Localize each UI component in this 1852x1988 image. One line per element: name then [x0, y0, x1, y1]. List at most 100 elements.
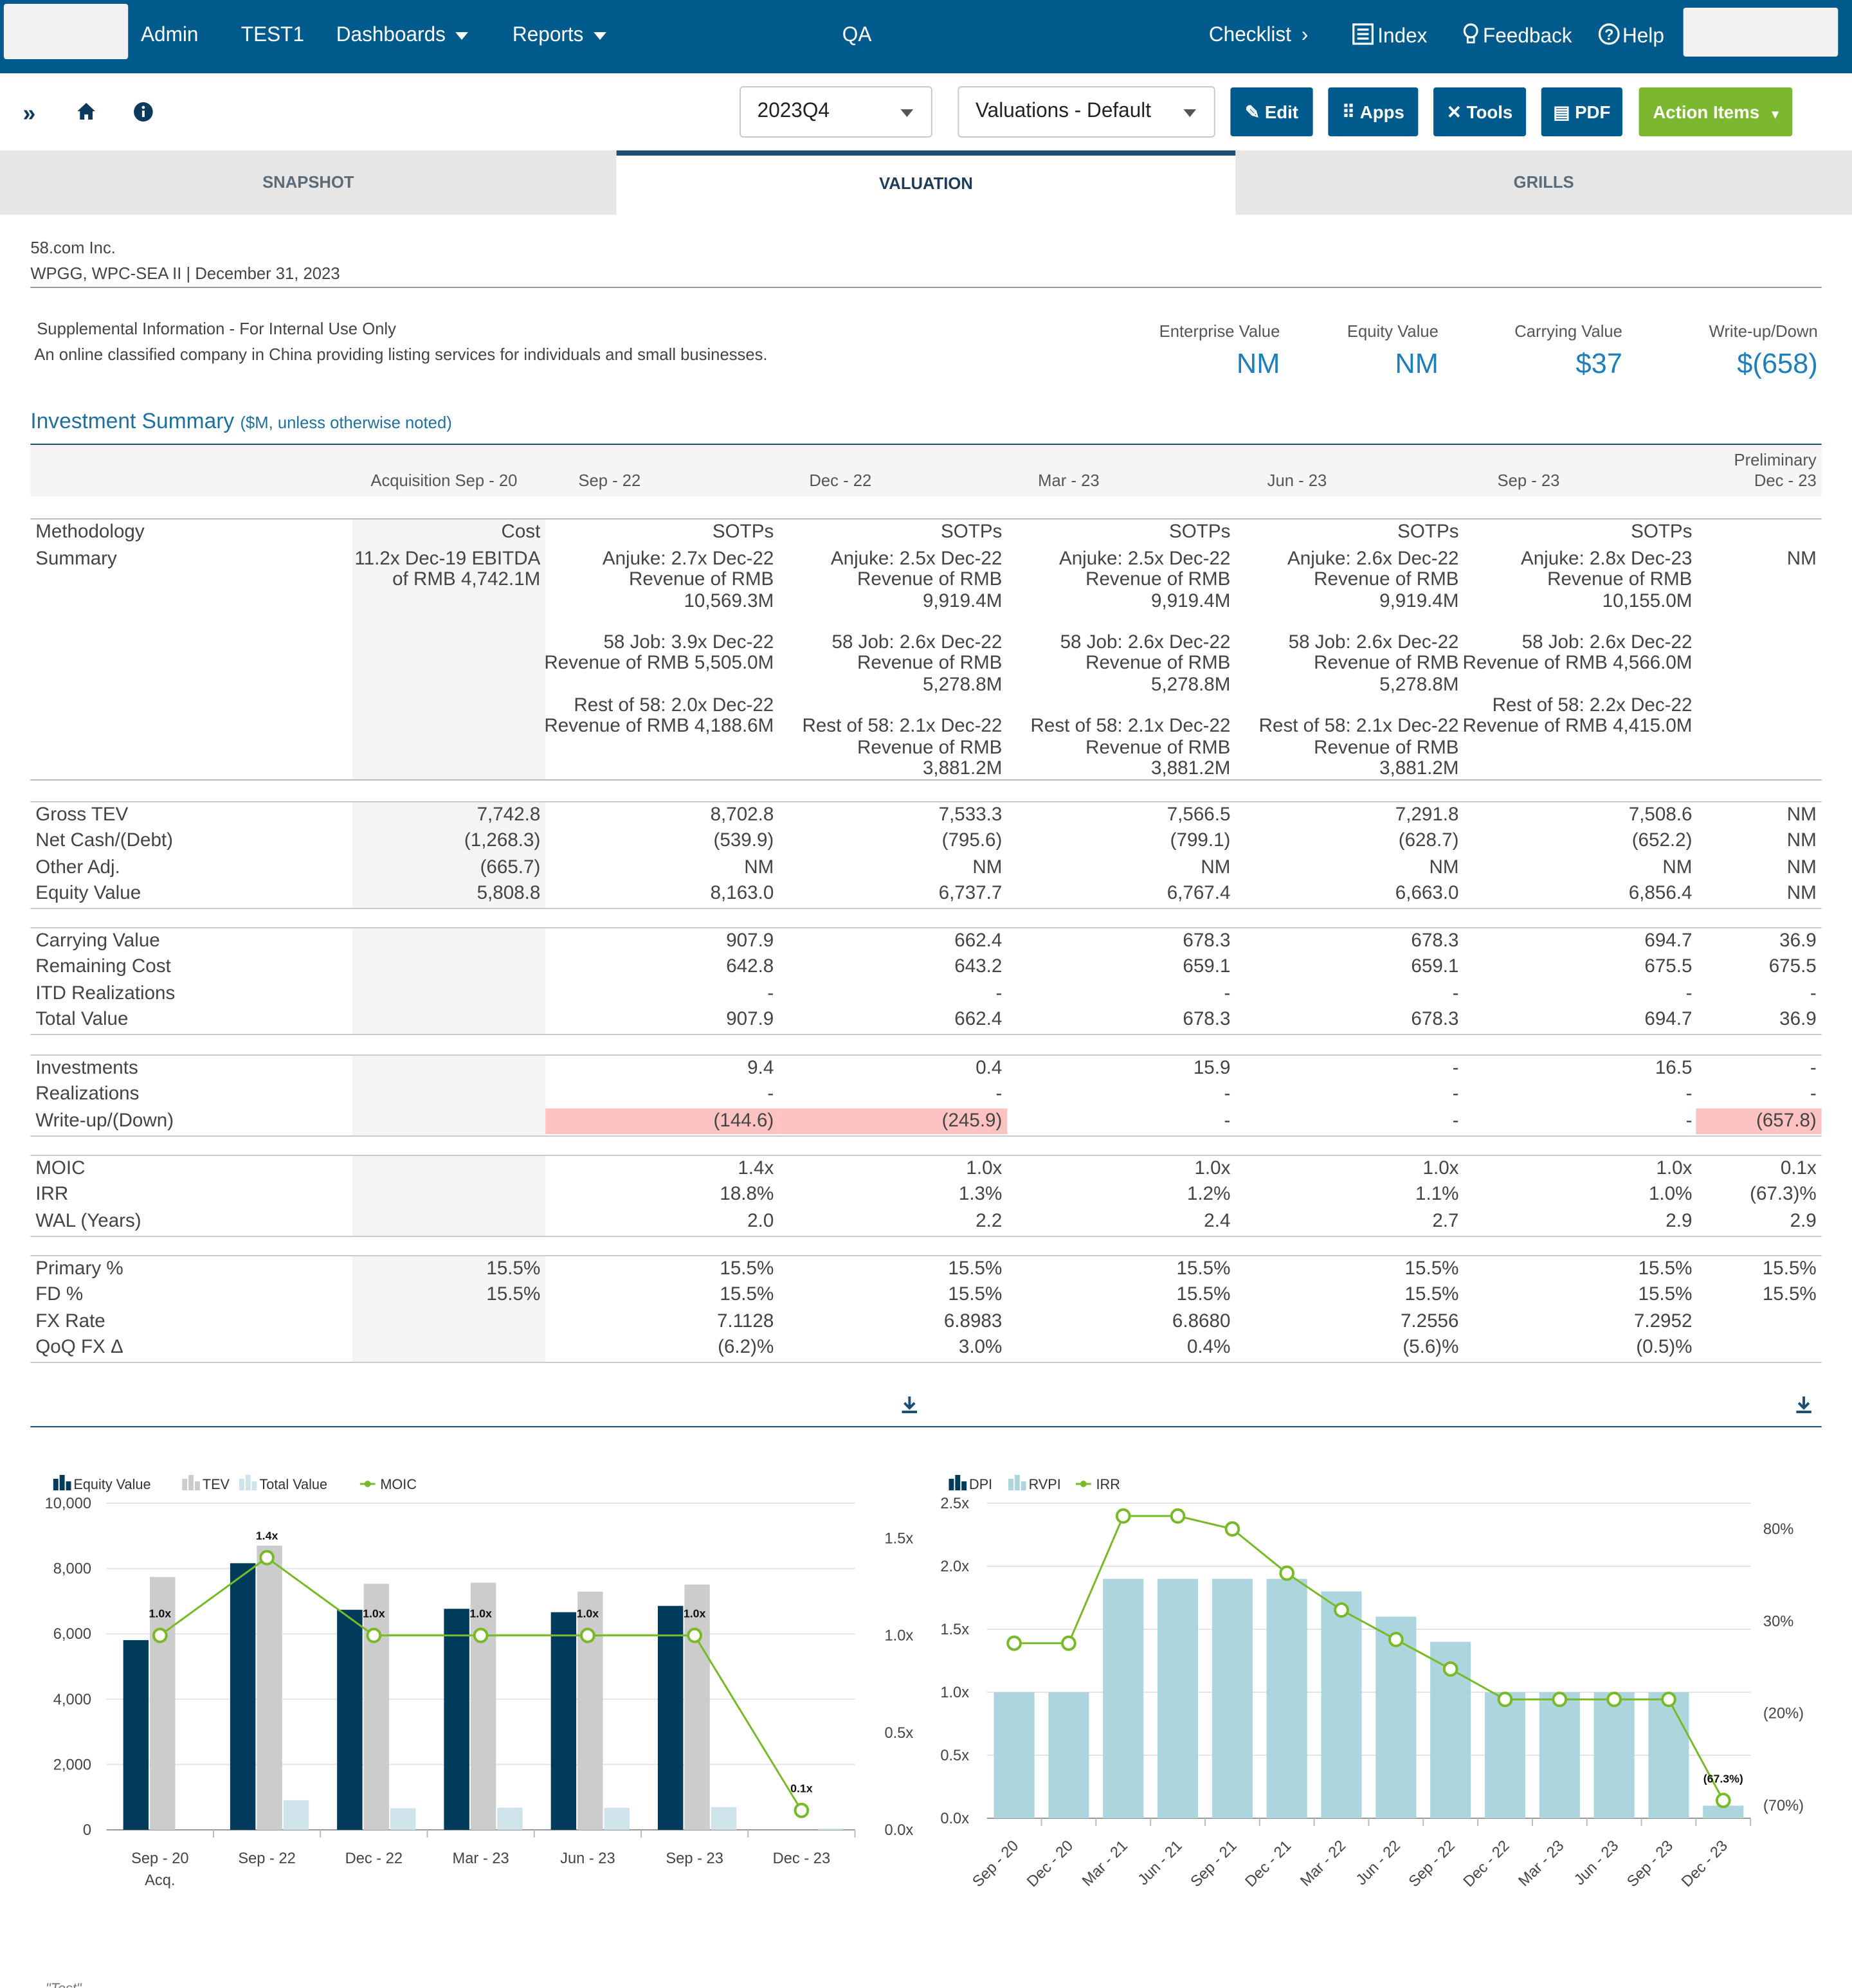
info-icon[interactable]: [133, 102, 154, 122]
expand-sidebar-icon[interactable]: »: [23, 100, 36, 126]
kpi-equity-value-label: Equity Value: [1347, 321, 1439, 341]
acquisition-shade: [352, 1156, 546, 1236]
nav-admin[interactable]: Admin: [140, 24, 199, 46]
table-cell: 7,508.6: [1628, 804, 1693, 826]
nav-test1[interactable]: TEST1: [241, 24, 305, 46]
table-cell: 1.2%: [1186, 1183, 1231, 1206]
nav-checklist[interactable]: Checklist ›: [1209, 23, 1308, 49]
moic-point: [687, 1627, 702, 1643]
tools-button[interactable]: ✕ Tools: [1433, 87, 1527, 136]
chevron-down-icon: ▾: [1772, 108, 1779, 122]
nav-reports[interactable]: Reports: [513, 23, 606, 49]
bar-total-value: [283, 1800, 309, 1830]
legend-swatch: [53, 1479, 59, 1490]
moic-data-label: 1.0x: [577, 1607, 599, 1620]
bar-rvpi: [1484, 1692, 1526, 1818]
table-cell: 694.7: [1644, 930, 1693, 952]
divider: [30, 1054, 1822, 1056]
table-cell: 15.5%: [1638, 1258, 1693, 1279]
bar-total-value: [818, 1829, 844, 1830]
table-cell: 1.3%: [958, 1183, 1003, 1206]
nav-dashboards[interactable]: Dashboards: [336, 23, 469, 49]
download-icon[interactable]: [1796, 1396, 1811, 1413]
table-cell: 2.9: [1790, 1209, 1817, 1232]
table-cell: 15.5%: [1404, 1283, 1459, 1306]
column-header: Dec - 22: [809, 471, 872, 490]
logo-placeholder[interactable]: [3, 4, 129, 59]
methodology-cell: SOTPs: [1631, 521, 1693, 543]
table-cell: 2.7: [1432, 1209, 1459, 1232]
divider: [30, 1255, 1822, 1256]
y2-tick-label: (20%): [1763, 1705, 1804, 1722]
irr-point: [1279, 1565, 1295, 1581]
home-icon[interactable]: [76, 102, 96, 121]
bar-rvpi: [1593, 1692, 1635, 1818]
x-tick-label: Dec - 23: [1678, 1837, 1731, 1890]
bar-equity-value: [657, 1605, 684, 1830]
download-icon[interactable]: [902, 1396, 918, 1413]
legend-swatch: [1014, 1475, 1020, 1490]
moic-point: [366, 1627, 382, 1643]
column-header: Sep - 22: [578, 471, 641, 490]
bar-rvpi: [1321, 1591, 1362, 1818]
table-cell: -: [767, 1083, 774, 1105]
table-cell: 6,663.0: [1395, 881, 1459, 904]
x-tick-label: Sep - 21: [1187, 1837, 1240, 1890]
legend-swatch: [251, 1481, 257, 1490]
row-label: Write-up/(Down): [35, 1109, 174, 1132]
row-label: Remaining Cost: [35, 955, 171, 978]
bar-rvpi: [994, 1692, 1035, 1818]
table-cell: 642.8: [726, 955, 774, 978]
column-header: Jun - 23: [1267, 471, 1327, 490]
acquisition-shade: [352, 520, 546, 779]
apps-button[interactable]: ⠿ Apps: [1328, 87, 1419, 136]
table-cell: 1.0x: [1194, 1157, 1231, 1179]
x-tick-label: Jun - 23: [560, 1850, 615, 1867]
nav-help[interactable]: ? Help: [1598, 23, 1664, 50]
moic-point: [473, 1627, 489, 1643]
table-cell: 0.4: [976, 1057, 1003, 1079]
tab-valuation[interactable]: VALUATION: [616, 150, 1236, 215]
user-placeholder[interactable]: [1683, 8, 1838, 57]
pdf-button[interactable]: ▤ PDF: [1541, 87, 1622, 136]
table-cell: 15.5%: [1176, 1258, 1231, 1279]
nav-index[interactable]: Index: [1352, 23, 1428, 50]
moic-point: [580, 1627, 595, 1643]
x-tick-label: Mar - 23: [1515, 1837, 1567, 1890]
summary-cell: Anjuke: 2.6x Dec-22 Revenue of RMB 9,919…: [1258, 548, 1459, 779]
bar-tev: [684, 1584, 710, 1830]
nav-qa[interactable]: QA: [842, 24, 872, 46]
nav-feedback[interactable]: Feedback: [1462, 23, 1572, 50]
dpi-rvpi-irr-chart: 0.0x 0.5x 1.0x 1.5x 2.0x 2.5x (70%) (20%) 30% 80%…: [940, 1475, 1804, 1890]
company-name: 58.com Inc.: [30, 238, 116, 257]
tab-snapshot[interactable]: SNAPSHOT: [0, 150, 617, 215]
nav-checklist-label: Checklist: [1208, 24, 1291, 46]
action-items-button[interactable]: Action Items ▾: [1639, 87, 1793, 136]
x-tick-label: Sep - 20: [969, 1837, 1022, 1890]
row-label: Equity Value: [35, 881, 141, 904]
bar-rvpi: [1103, 1578, 1144, 1818]
moic-data-label: 0.1x: [790, 1782, 813, 1795]
table-cell: 7,742.8: [477, 804, 541, 826]
irr-data-label: (67.3%): [1703, 1772, 1743, 1785]
table-cell: -: [1224, 1083, 1231, 1105]
table-cell: 15.5%: [948, 1283, 1003, 1306]
table-cell: NM: [1201, 856, 1231, 878]
table-cell: 6,856.4: [1628, 881, 1693, 904]
kpi-equity-value: NM: [1395, 347, 1439, 379]
table-cell: 16.5: [1655, 1057, 1693, 1079]
view-select[interactable]: Valuations - Default: [958, 86, 1215, 138]
divider: [30, 779, 1822, 781]
row-label: ITD Realizations: [35, 982, 176, 1004]
edit-button[interactable]: ✎ Edit: [1230, 87, 1313, 136]
column-header: Preliminary Dec - 23: [1734, 450, 1817, 490]
divider: [30, 287, 1822, 288]
period-select[interactable]: 2023Q4: [740, 86, 932, 138]
nav-index-label: Index: [1377, 26, 1428, 48]
table-cell: 7,291.8: [1395, 804, 1459, 826]
moic-data-label: 1.4x: [256, 1530, 278, 1542]
bar-rvpi: [1266, 1578, 1307, 1818]
tab-grills[interactable]: GRILLS: [1235, 150, 1852, 215]
irr-point: [1715, 1793, 1731, 1809]
table-cell: NM: [1662, 856, 1693, 878]
